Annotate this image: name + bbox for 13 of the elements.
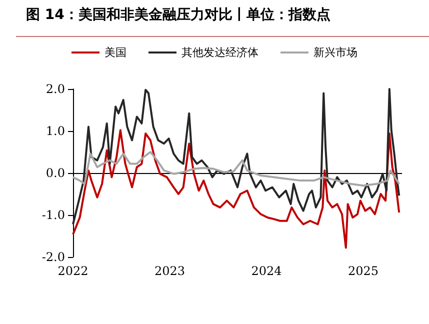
legend-label: 美国 <box>104 46 126 59</box>
x-tick-label: 2025 <box>348 264 379 278</box>
x-tick-label: 2023 <box>154 264 186 278</box>
y-tick-label: 0.0 <box>46 166 65 180</box>
y-tick-label: -2.0 <box>42 250 65 264</box>
legend-label: 新兴市场 <box>314 46 358 59</box>
x-tick-label: 2024 <box>251 264 282 278</box>
y-tick-label: -1.0 <box>42 208 65 222</box>
y-tick-label: 2.0 <box>46 82 65 96</box>
chart-title: 图 14：美国和非美金融压力对比丨单位：指数点 <box>26 6 330 24</box>
legend-label: 其他发达经济体 <box>182 46 258 59</box>
y-tick-label: 1.0 <box>46 124 65 138</box>
x-tick-label: 2022 <box>58 264 88 278</box>
